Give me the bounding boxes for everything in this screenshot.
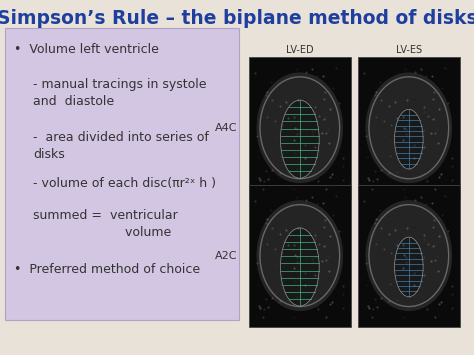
Text: Simpson’s Rule – the biplane method of disks: Simpson’s Rule – the biplane method of d… xyxy=(0,9,474,28)
Text: A2C: A2C xyxy=(215,251,237,261)
Ellipse shape xyxy=(394,237,423,297)
Text: •  Volume left ventricle: • Volume left ventricle xyxy=(14,43,159,56)
FancyBboxPatch shape xyxy=(5,28,239,320)
Text: •  Preferred method of choice: • Preferred method of choice xyxy=(14,263,201,276)
Ellipse shape xyxy=(394,109,423,169)
Text: LV-ED: LV-ED xyxy=(286,45,314,55)
Ellipse shape xyxy=(256,72,343,183)
Bar xyxy=(358,185,460,327)
Ellipse shape xyxy=(281,100,319,178)
Text: summed =  ventricular
                       volume: summed = ventricular volume xyxy=(33,209,178,240)
Text: - manual tracings in systole
and  diastole: - manual tracings in systole and diastol… xyxy=(33,78,207,108)
Text: -  area divided into series of
disks: - area divided into series of disks xyxy=(33,131,209,162)
Ellipse shape xyxy=(256,200,343,311)
Bar xyxy=(249,57,351,199)
Text: LV-ES: LV-ES xyxy=(396,45,422,55)
Text: - volume of each disc(πr²ˣ h ): - volume of each disc(πr²ˣ h ) xyxy=(33,178,216,191)
Ellipse shape xyxy=(365,200,452,311)
Text: A4C: A4C xyxy=(215,123,237,133)
Bar xyxy=(249,185,351,327)
Ellipse shape xyxy=(365,72,452,183)
Ellipse shape xyxy=(281,228,319,306)
Bar xyxy=(358,57,460,199)
